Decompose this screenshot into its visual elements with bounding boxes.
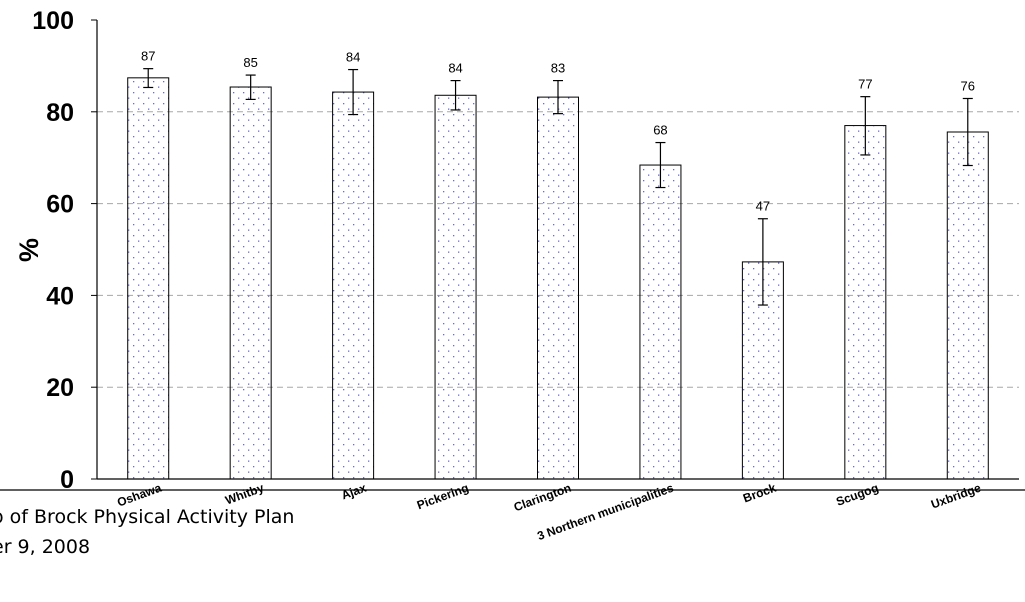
category-label: Clarington — [512, 481, 573, 515]
category-label: Brock — [741, 481, 778, 506]
data-labels: 87 85 84 84 83 68 47 77 76 — [141, 49, 975, 214]
y-tick-label: 80 — [46, 99, 74, 127]
category-label: Whitby — [223, 481, 266, 508]
data-label: 84 — [346, 50, 360, 65]
bar — [434, 94, 477, 480]
bar — [332, 91, 375, 480]
data-label: 85 — [243, 55, 257, 70]
data-label: 68 — [653, 123, 667, 138]
bar — [639, 164, 682, 480]
category-label: Ajax — [340, 481, 369, 503]
data-label: 83 — [551, 61, 565, 76]
category-label: Scugog — [834, 481, 880, 509]
y-tick-label: 40 — [46, 282, 74, 310]
y-tick-label: 60 — [46, 191, 74, 219]
y-tick-label: 0 — [60, 466, 74, 494]
data-label: 84 — [448, 61, 462, 76]
data-label: 47 — [756, 199, 770, 214]
category-label: Uxbridge — [929, 481, 983, 512]
bar — [844, 125, 887, 480]
data-label: 76 — [961, 78, 975, 93]
category-label: Pickering — [415, 481, 471, 513]
footer-date: er 9, 2008 — [0, 536, 91, 558]
data-label: 77 — [858, 77, 872, 92]
data-label: 87 — [141, 49, 155, 64]
axes — [0, 20, 1025, 491]
y-axis-label: % — [14, 238, 44, 262]
bar — [946, 131, 989, 480]
y-tick-label: 20 — [46, 374, 74, 402]
bar — [537, 96, 579, 480]
footer-title: o of Brock Physical Activity Plan — [0, 506, 295, 528]
y-tick-label: 100 — [32, 7, 74, 35]
bar — [229, 86, 272, 480]
bars — [127, 77, 989, 480]
bar — [127, 77, 170, 480]
error-bars — [143, 68, 973, 306]
y-tick-labels: 0 20 40 60 80 100 — [32, 7, 97, 494]
